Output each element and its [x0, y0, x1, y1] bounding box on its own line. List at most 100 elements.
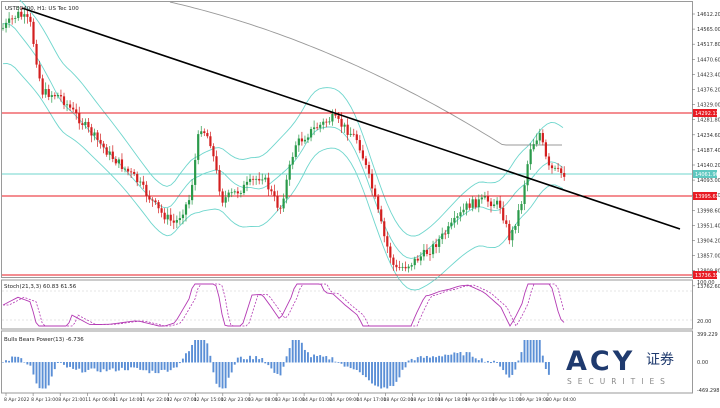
- bulls-bar: [136, 362, 139, 368]
- candle-body: [102, 143, 105, 148]
- bulls-bar: [444, 354, 447, 363]
- candle-body: [337, 115, 340, 119]
- price-tick-label: 14093.00: [697, 178, 720, 184]
- candle-body: [499, 200, 502, 208]
- candle-body: [447, 226, 450, 235]
- bulls-bar: [59, 362, 62, 363]
- candle-body: [267, 177, 270, 190]
- bulls-bar: [361, 362, 364, 376]
- candle-body: [178, 218, 181, 221]
- bulls-bar: [532, 340, 535, 363]
- candle-body: [340, 118, 343, 127]
- time-axis: 8 Apr 2022 8 Apr 13:00 8 Apr 21:00 11 Apr 0…: [4, 393, 576, 403]
- candle-body: [184, 204, 188, 215]
- candle-body: [81, 123, 84, 125]
- bulls-bar: [380, 362, 383, 389]
- time-tick-label: 14 Apr 01:00: [302, 397, 332, 403]
- candle-body: [526, 164, 529, 186]
- price-tick-label: 14517.80: [697, 42, 720, 48]
- bulls-bar: [66, 362, 68, 368]
- stochastic-pane[interactable]: Stoch(21,3,3) 60.83 61.56: [1, 279, 693, 330]
- bulls-bar: [307, 352, 309, 363]
- bulls-bar: [200, 340, 203, 363]
- bulls-bar: [47, 362, 50, 386]
- candle-body: [44, 89, 47, 95]
- candle-body: [261, 179, 264, 181]
- bulls-bar: [319, 355, 322, 363]
- bulls-bar: [32, 362, 35, 375]
- candle-body: [389, 246, 392, 258]
- time-tick-label: 19 Apr 11:00: [492, 397, 522, 403]
- candle-body: [154, 200, 157, 203]
- bulls-bar: [398, 362, 401, 378]
- candle-body: [441, 233, 444, 240]
- bulls-bar: [63, 362, 65, 365]
- bulls-bar: [203, 340, 206, 363]
- bulls-bar: [413, 360, 416, 363]
- price-tick-label: 14376.20: [697, 88, 720, 94]
- candle-body: [563, 172, 566, 177]
- bulls-bar: [191, 344, 193, 363]
- trendline[interactable]: [21, 7, 681, 230]
- bulls-bar: [490, 362, 492, 364]
- candle-body: [313, 127, 316, 130]
- candle-body: [532, 144, 535, 150]
- bulls-bar: [114, 362, 117, 372]
- candle-body: [78, 113, 81, 124]
- bulls-bar: [148, 362, 151, 374]
- candle-body: [96, 132, 99, 140]
- candle-body: [322, 121, 325, 125]
- candle-body: [181, 214, 185, 219]
- bulls-bar: [480, 358, 483, 363]
- candle-body: [120, 159, 124, 169]
- bulls-bar: [117, 362, 120, 371]
- candle-body: [273, 191, 276, 197]
- bulls-bar: [261, 358, 264, 363]
- bulls-bar: [218, 362, 221, 388]
- candle-body: [303, 139, 307, 142]
- bulls-bar: [157, 362, 160, 374]
- time-tick-label: 11 Apr 14:00: [112, 397, 142, 403]
- bulls-bar: [337, 362, 340, 363]
- bulls-bar: [514, 362, 517, 370]
- time-tick-label: 19 Apr 19:00: [519, 397, 549, 403]
- bulls-bar: [499, 362, 502, 367]
- candle-body: [23, 14, 26, 17]
- time-tick-label: 14 Apr 17:00: [356, 397, 386, 403]
- candle-body: [17, 11, 20, 19]
- bulls-bar: [355, 362, 358, 370]
- price-pane[interactable]: USTEC400, H1: US Tec 100: [1, 0, 693, 291]
- bollinger-lower: [2, 63, 564, 291]
- bulls-bar: [93, 362, 96, 369]
- bulls-bar: [322, 356, 325, 363]
- time-tick-label: 19 Apr 03:00: [465, 397, 495, 403]
- candle-body: [209, 136, 212, 147]
- price-tick-label: 14329.00: [697, 103, 720, 109]
- bulls-bears-pane[interactable]: Bulls Bears Power(13) -6.736: [1, 330, 693, 394]
- bulls-bar: [53, 362, 56, 370]
- time-tick-label: 8 Apr 13:00: [31, 397, 58, 403]
- bulls-bar: [273, 362, 276, 373]
- candle-body: [538, 133, 541, 141]
- bulls-bar: [441, 356, 444, 363]
- candle-body: [114, 159, 117, 164]
- bulls-bar: [410, 358, 413, 363]
- candle-body: [53, 95, 56, 97]
- bulls-bar: [212, 362, 215, 373]
- bulls-bar: [438, 355, 441, 363]
- time-tick-label: 20 Apr 04:00: [546, 397, 576, 403]
- candle-body: [425, 249, 429, 254]
- bulls-bar: [459, 352, 462, 363]
- bulls-bar: [233, 362, 236, 365]
- bulls-bar: [120, 362, 123, 368]
- candle-body: [435, 244, 438, 247]
- bulls-bar: [392, 362, 395, 387]
- bulls-bar: [246, 359, 248, 363]
- bulls-bar: [99, 362, 102, 373]
- bulls-bar: [221, 362, 224, 389]
- bulls-bar: [364, 362, 367, 378]
- bulls-bar: [145, 362, 148, 371]
- logo-brand: ACY: [566, 346, 635, 377]
- price-tag-label: 13736.35: [695, 273, 719, 279]
- bulls-bar: [435, 357, 437, 363]
